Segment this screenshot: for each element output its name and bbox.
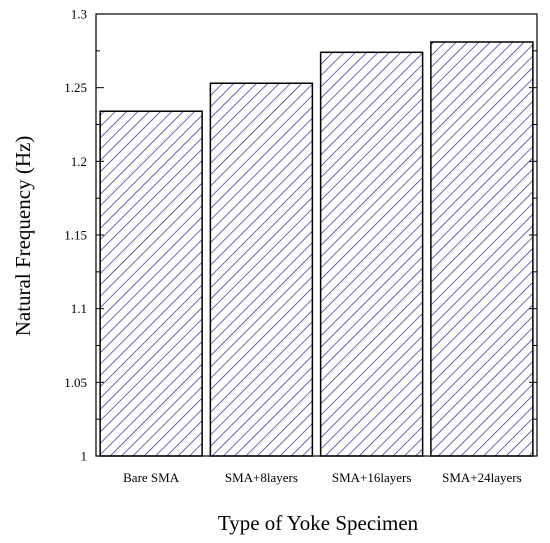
x-tick-label-2: SMA+8layers [225,470,298,485]
y-tick-label: 1 [81,449,88,464]
y-tick-label: 1.05 [64,375,87,390]
bar-4 [430,41,534,457]
y-tick-label: 1.1 [71,301,87,316]
bar-1 [99,110,203,457]
y-tick-label: 1.3 [71,7,87,22]
y-tick-label: 1.2 [71,154,87,169]
y-tick-label: 1.25 [64,80,87,95]
bar-2 [209,82,314,457]
x-tick-label-1: Bare SMA [123,470,180,485]
x-tick-label-3: SMA+16layers [332,470,412,485]
y-tick-label: 1.15 [64,228,87,243]
x-tick-label-4: SMA+24layers [442,470,522,485]
x-axis-title: Type of Yoke Specimen [218,511,419,535]
y-axis-title: Natural Frequency (Hz) [11,136,35,337]
bar-3 [319,51,424,457]
